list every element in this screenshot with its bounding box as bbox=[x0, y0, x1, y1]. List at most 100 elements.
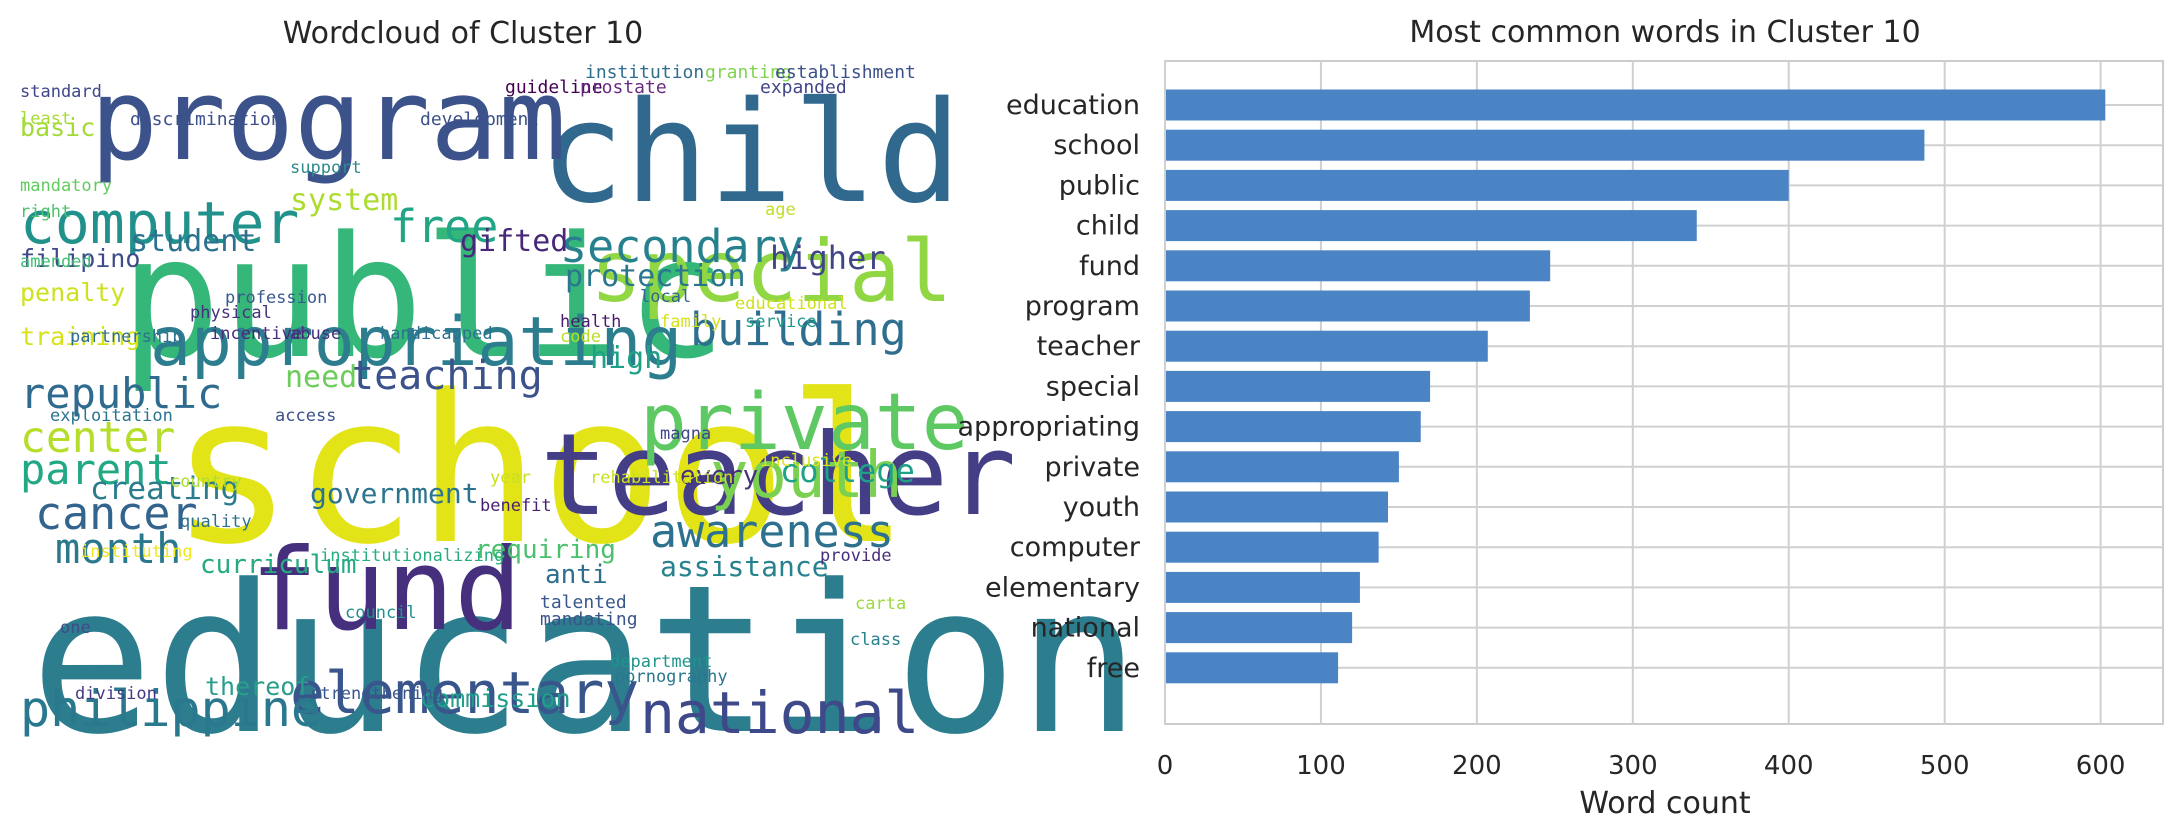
wordcloud-word: rehabilitation bbox=[590, 468, 734, 488]
wordcloud-word: cancer bbox=[35, 487, 198, 540]
wordcloud-word: commission bbox=[420, 684, 571, 713]
bar-appropriating bbox=[1166, 411, 1421, 443]
wordcloud-word: expanded bbox=[760, 77, 847, 98]
wordcloud-word: mandatory bbox=[20, 176, 113, 196]
wordcloud-word: pornography bbox=[615, 667, 728, 687]
wordcloud-word: service bbox=[745, 312, 817, 332]
wordcloud-word: government bbox=[310, 477, 479, 510]
bar-private bbox=[1166, 451, 1399, 483]
wordcloud-word: youth bbox=[710, 439, 903, 513]
wordcloud-word: center bbox=[20, 413, 176, 463]
wordcloud-word: training bbox=[20, 322, 141, 351]
wordcloud-word: division bbox=[75, 684, 157, 704]
wordcloud-word: assistance bbox=[660, 550, 829, 583]
category-label: free bbox=[1087, 653, 1140, 684]
bar-public bbox=[1166, 169, 1789, 201]
category-label: elementary bbox=[985, 572, 1140, 603]
category-label: public bbox=[1059, 170, 1140, 201]
wordcloud-word: family bbox=[660, 312, 722, 332]
wordcloud-word: basic bbox=[20, 113, 96, 142]
wordcloud-word: quality bbox=[180, 512, 252, 532]
category-label: special bbox=[1046, 371, 1140, 402]
wordcloud-word: physical bbox=[190, 303, 272, 323]
bar-education bbox=[1166, 89, 2106, 121]
wordcloud-word: higher bbox=[770, 239, 886, 277]
x-tick-label: 500 bbox=[1920, 751, 1970, 781]
wordcloud-title: Wordcloud of Cluster 10 bbox=[282, 16, 644, 51]
bar-youth bbox=[1166, 491, 1388, 523]
wordcloud-word: standard bbox=[20, 82, 102, 102]
wordcloud-word: high bbox=[590, 341, 663, 376]
wordcloud-word: child bbox=[540, 72, 962, 235]
bar-program bbox=[1166, 290, 1530, 322]
wordcloud-word: right bbox=[20, 202, 72, 222]
wordcloud-word: teacher bbox=[540, 409, 1017, 541]
x-tick-label: 600 bbox=[2076, 751, 2126, 781]
wordcloud-word: college bbox=[780, 452, 915, 490]
wordcloud-word: fund bbox=[250, 524, 523, 656]
wordcloud-word: guideline bbox=[505, 77, 603, 98]
wordcloud-word: gifted bbox=[460, 224, 569, 259]
wordcloud-word: creating bbox=[90, 471, 240, 507]
category-label: teacher bbox=[1037, 331, 1141, 362]
category-label: child bbox=[1076, 211, 1140, 242]
wordcloud-word: building bbox=[690, 303, 907, 356]
wordcloud-word: appropriating bbox=[150, 303, 683, 382]
wordcloud-word: teaching bbox=[350, 353, 543, 399]
wordcloud-word: awareness bbox=[650, 505, 894, 558]
wordcloud-word: abuse bbox=[290, 324, 342, 344]
wordcloud: education school public child program fund tea… bbox=[20, 64, 1141, 764]
wordcloud-word: access bbox=[275, 406, 337, 426]
wordcloud-word: amended bbox=[20, 252, 92, 272]
wordcloud-word: strengthening bbox=[310, 684, 444, 704]
wordcloud-word: penalty bbox=[20, 278, 126, 307]
wordcloud-word: inclusive bbox=[760, 451, 853, 471]
wordcloud-word: education bbox=[30, 542, 1141, 780]
wordcloud-word: one bbox=[60, 618, 91, 638]
category-label: national bbox=[1031, 613, 1140, 644]
bar-fund bbox=[1166, 250, 1551, 282]
wordcloud-word: free bbox=[390, 200, 499, 253]
category-label: education bbox=[1006, 90, 1140, 121]
wordcloud-word: profession bbox=[225, 288, 328, 308]
wordcloud-word: local bbox=[640, 287, 692, 307]
wordcloud-word: provide bbox=[820, 546, 892, 566]
wordcloud-word: school bbox=[170, 352, 911, 590]
category-label: appropriating bbox=[958, 412, 1140, 443]
wordcloud-word: least bbox=[20, 109, 72, 129]
wordcloud-word: handicapped bbox=[380, 324, 493, 344]
x-tick-label: 100 bbox=[1296, 751, 1346, 781]
wordcloud-word: secondary bbox=[560, 220, 804, 273]
wordcloud-word: requiring bbox=[475, 535, 616, 565]
category-label: fund bbox=[1079, 251, 1140, 282]
bar-child bbox=[1166, 210, 1697, 242]
x-tick-label: 200 bbox=[1452, 751, 1502, 781]
wordcloud-word: incentive bbox=[210, 324, 303, 344]
wordcloud-word: instituting bbox=[80, 542, 193, 562]
bars bbox=[1166, 89, 2106, 684]
category-label: computer bbox=[1010, 532, 1141, 563]
bar-computer bbox=[1166, 531, 1379, 563]
wordcloud-word: age bbox=[765, 200, 796, 220]
x-axis-label: Word count bbox=[1579, 786, 1751, 821]
wordcloud-word: computer bbox=[20, 189, 300, 257]
bar-national bbox=[1166, 612, 1353, 644]
wordcloud-word: class bbox=[850, 630, 902, 650]
wordcloud-word: code bbox=[560, 327, 601, 347]
wordcloud-word: national bbox=[640, 679, 920, 747]
bar-teacher bbox=[1166, 330, 1488, 362]
wordcloud-word: department bbox=[610, 652, 713, 672]
wordcloud-word: protection bbox=[565, 259, 746, 294]
wordcloud-word: support bbox=[290, 158, 362, 178]
wordcloud-word: council bbox=[345, 603, 417, 623]
category-labels: education school public child fund program tea… bbox=[958, 90, 1141, 684]
wordcloud-word: philippine bbox=[20, 680, 322, 738]
wordcloud-word: filipino bbox=[20, 244, 141, 273]
x-tick-labels: 0 100 200 300 400 500 600 bbox=[1157, 751, 2126, 781]
wordcloud-word: talented bbox=[540, 592, 627, 613]
wordcloud-word: carta bbox=[855, 594, 907, 614]
category-label: school bbox=[1053, 130, 1140, 161]
wordcloud-word: educational bbox=[735, 294, 848, 314]
bar-school bbox=[1166, 129, 1925, 161]
